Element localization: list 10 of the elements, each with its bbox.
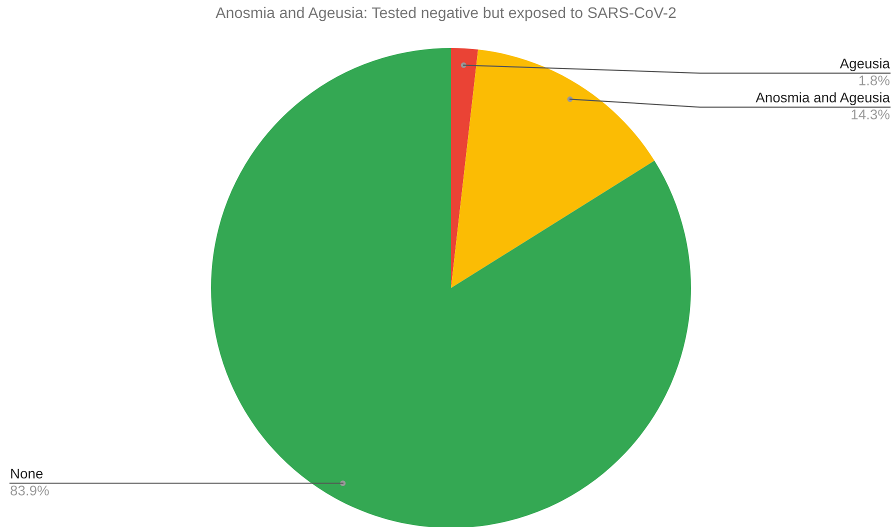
slice-label: Anosmia and Ageusia <box>756 92 890 106</box>
slice-label: Ageusia <box>840 58 890 72</box>
pie-slice <box>211 48 691 527</box>
data-label: 1.8% <box>859 76 890 86</box>
slice-label: None <box>11 468 43 479</box>
data-label: 14.3% <box>852 110 890 120</box>
pie-slice <box>451 50 654 288</box>
chart-title: Anosmia and Ageusia: Tested negative but exposed to SARS-CoV-2 <box>216 6 676 22</box>
data-label: 83.9% <box>10 486 49 496</box>
pie-slice <box>451 48 478 288</box>
